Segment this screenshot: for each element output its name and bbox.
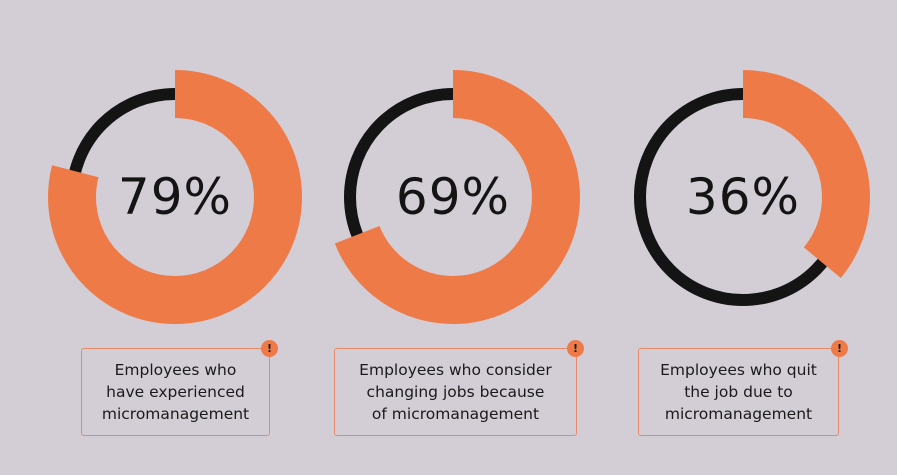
donut-value-arc-2 <box>326 70 580 324</box>
donut-svg-2 <box>326 70 580 324</box>
caption-box-1: Employees who have experienced micromana… <box>81 348 270 436</box>
donut-svg-1 <box>48 70 302 324</box>
caption-box-2: Employees who consider changing jobs bec… <box>334 348 577 436</box>
caption-box-3: Employees who quit the job due to microm… <box>638 348 839 436</box>
percentage-label-1: 79% <box>117 168 233 226</box>
caption-text-3: Employees who quit the job due to microm… <box>660 361 817 423</box>
donut-value-arc-1 <box>48 70 302 324</box>
donut-svg-3 <box>616 70 870 324</box>
exclamation-icon: ! <box>831 340 848 357</box>
exclamation-icon: ! <box>261 340 278 357</box>
donut-chart-3: 36% <box>616 70 870 324</box>
exclamation-icon: ! <box>567 340 584 357</box>
donut-chart-2: 69% <box>326 70 580 324</box>
donut-chart-1: 79% <box>48 70 302 324</box>
donut-value-arc-3 <box>616 70 870 324</box>
percentage-label-3: 36% <box>685 168 801 226</box>
percentage-label-2: 69% <box>395 168 511 226</box>
caption-text-1: Employees who have experienced micromana… <box>101 361 250 423</box>
caption-text-2: Employees who consider changing jobs bec… <box>359 361 552 423</box>
